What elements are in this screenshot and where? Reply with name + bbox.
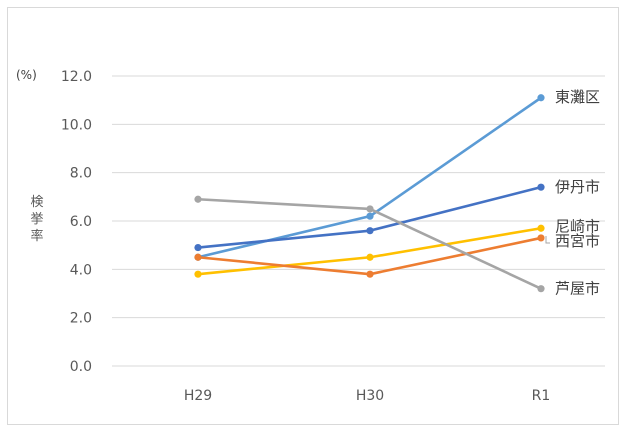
gridlines	[112, 75, 605, 367]
data-point	[366, 253, 374, 261]
data-point	[537, 224, 545, 232]
y-tick-label: 12.0	[61, 69, 92, 85]
series-label: 東灘区	[555, 88, 600, 106]
unit-label: (%)	[16, 68, 37, 82]
y-tick-label: 8.0	[70, 166, 92, 182]
label-leader-line	[545, 236, 550, 244]
series-line	[197, 226, 542, 276]
y-tick-labels: 0.0 2.0 4.0 6.0 8.0 10.0 12.0	[61, 69, 92, 375]
series-label: 尼崎市	[555, 217, 600, 235]
y-tick-label: 4.0	[70, 262, 92, 278]
series-points	[194, 94, 545, 293]
data-point	[194, 270, 202, 278]
series-label: 伊丹市	[555, 178, 600, 196]
data-point	[194, 253, 202, 261]
data-point	[537, 285, 545, 293]
x-tick-labels: H29 H30 R1	[184, 388, 550, 404]
chart-frame	[7, 7, 619, 425]
x-tick-label: R1	[532, 388, 551, 404]
series-label: 芦屋市	[555, 280, 600, 298]
y-tick-label: 2.0	[70, 311, 92, 327]
y-tick-label: 0.0	[70, 359, 92, 375]
data-point	[366, 227, 374, 235]
data-point	[537, 183, 545, 191]
y-tick-label: 10.0	[61, 117, 92, 133]
y-tick-label: 6.0	[70, 214, 92, 230]
data-point	[194, 195, 202, 203]
x-tick-label: H29	[184, 388, 212, 404]
data-point	[537, 234, 545, 242]
x-tick-label: H30	[356, 388, 384, 404]
data-point	[366, 212, 374, 220]
y-axis-label: 検挙率	[30, 195, 43, 244]
data-point	[366, 270, 374, 278]
series-label: 西宮市	[555, 232, 600, 250]
data-point	[366, 205, 374, 213]
data-point	[194, 243, 202, 252]
data-point	[537, 94, 545, 102]
